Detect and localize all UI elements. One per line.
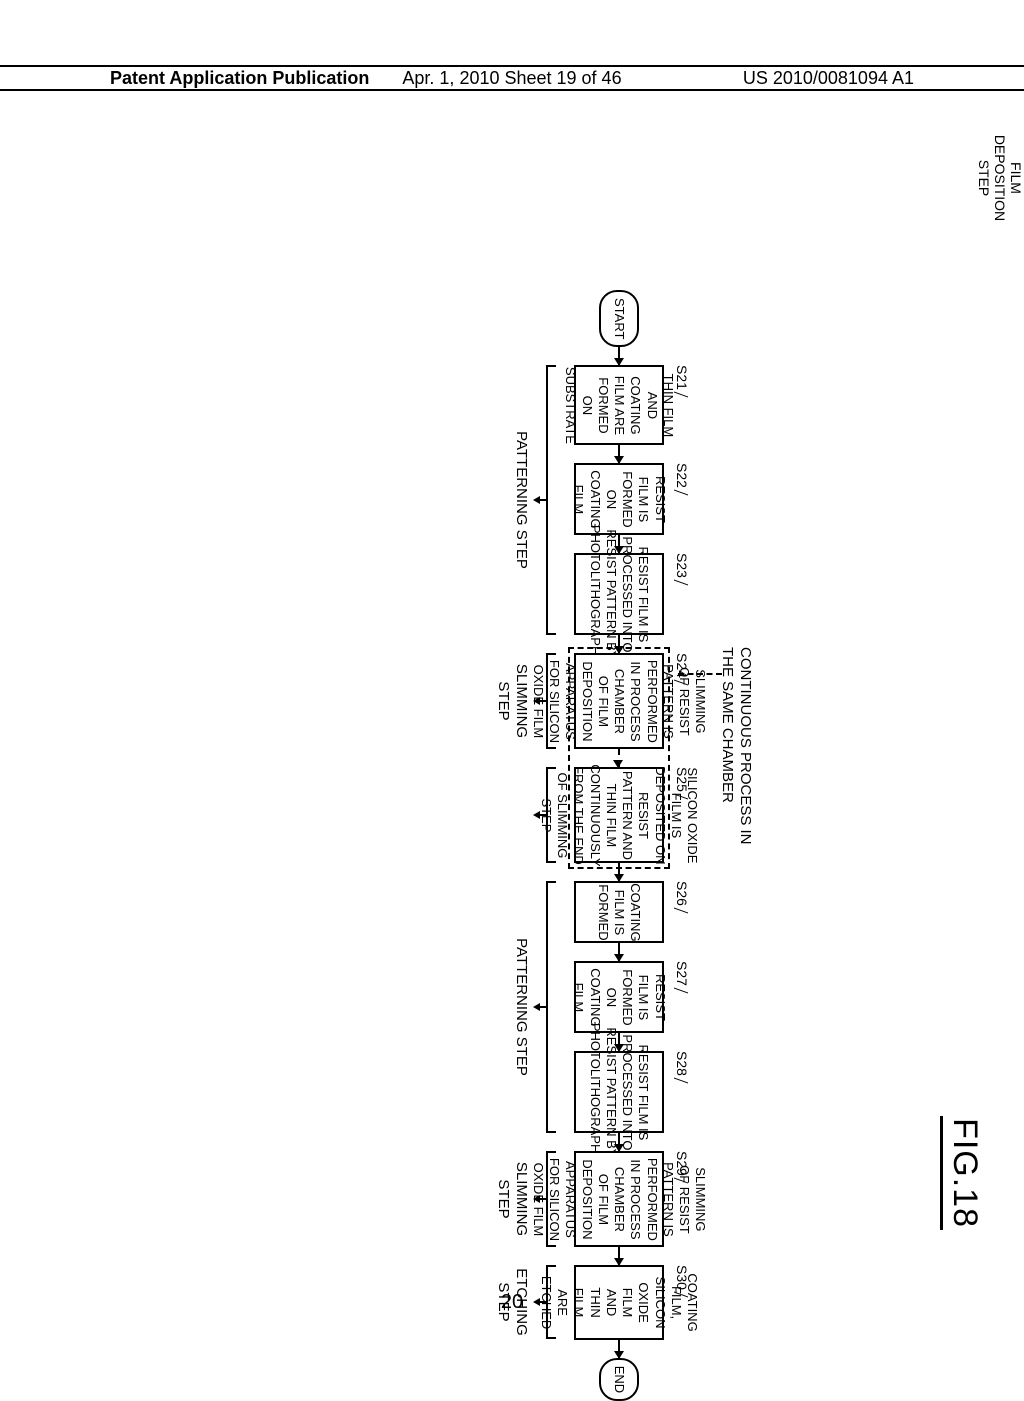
step-id-label: S22 <box>674 463 690 500</box>
arrow-icon <box>618 1033 620 1051</box>
arrow-icon <box>618 445 620 463</box>
step-id-label: S23 <box>674 553 690 590</box>
continuous-process-note: CONTINUOUS PROCESS IN THE SAME CHAMBER <box>718 647 754 869</box>
step-id-label: S30 <box>674 1265 690 1302</box>
start-terminal: START <box>599 290 639 347</box>
arrow-icon <box>618 347 620 365</box>
step-id-label: S25 <box>674 767 690 804</box>
step-id-label: S26 <box>674 881 690 918</box>
step-box: SLIMMING OF RESIST PATTERN IS PERFORMED … <box>574 1151 664 1247</box>
figure-label: FIG.18 <box>940 1116 984 1230</box>
leader-line <box>678 673 722 675</box>
phase-label: SLIMMING STEP <box>494 1151 530 1247</box>
step-id-label: S24 <box>674 653 690 690</box>
phase-label: FILM DEPOSITION STEP <box>976 130 1024 226</box>
phase-label: PATTERNING STEP <box>512 365 530 635</box>
phase-label: SLIMMING STEP <box>494 653 530 749</box>
header-right: US 2010/0081094 A1 <box>743 68 914 89</box>
step-id-label: S27 <box>674 961 690 998</box>
continuous-process-group <box>568 647 670 869</box>
step-box: THIN FILM AND COATING FILM ARE FORMED ON… <box>574 365 664 445</box>
step-box: RESIST FILM IS PROCESSED INTO RESIST PAT… <box>574 1051 664 1133</box>
step-box: RESIST FILM IS PROCESSED INTO RESIST PAT… <box>574 553 664 635</box>
phase-label: PATTERNING STEP <box>512 881 530 1133</box>
step-id-label: S29 <box>674 1151 690 1188</box>
step-box: COATING FILM, SILICON OXIDE FILM AND THI… <box>574 1265 664 1339</box>
step-id-label: S28 <box>674 1051 690 1088</box>
arrow-icon <box>618 1340 620 1358</box>
step-box: COATING FILM IS FORMED <box>574 881 664 943</box>
arrow-icon <box>618 535 620 553</box>
page-number: 20 <box>501 1291 523 1314</box>
phase-bracket <box>524 767 560 863</box>
arrow-icon <box>618 1247 620 1265</box>
end-terminal: END <box>599 1358 639 1401</box>
arrow-icon <box>618 943 620 961</box>
figure-area: FIG.18 START THIN FILM AND COATING FILM … <box>0 130 1024 1320</box>
arrow-icon <box>618 1133 620 1151</box>
step-id-label: S21 <box>674 365 690 402</box>
